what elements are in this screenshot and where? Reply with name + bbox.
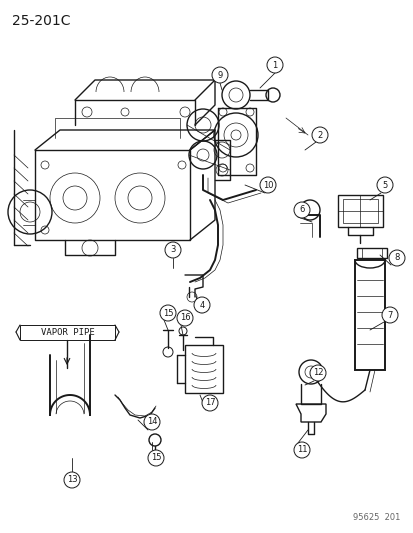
- Circle shape: [259, 177, 275, 193]
- Circle shape: [381, 307, 397, 323]
- Text: 5: 5: [382, 181, 387, 190]
- Text: 10: 10: [262, 181, 273, 190]
- Bar: [356, 248, 386, 258]
- Circle shape: [64, 472, 80, 488]
- Circle shape: [293, 202, 309, 218]
- Circle shape: [311, 127, 327, 143]
- Text: 25-201C: 25-201C: [12, 14, 70, 28]
- Bar: [354, 260, 384, 370]
- Circle shape: [376, 177, 392, 193]
- Text: VAPOR PIPE: VAPOR PIPE: [40, 328, 94, 337]
- Text: 3: 3: [170, 246, 175, 254]
- Text: 12: 12: [312, 368, 323, 377]
- Bar: [20, 325, 115, 340]
- Circle shape: [159, 305, 176, 321]
- Text: 95625  201: 95625 201: [352, 513, 399, 522]
- Circle shape: [202, 395, 218, 411]
- Text: 1: 1: [272, 61, 277, 69]
- Bar: [337, 195, 382, 227]
- Text: 15: 15: [162, 309, 173, 318]
- Circle shape: [309, 365, 325, 381]
- Circle shape: [147, 450, 164, 466]
- Text: 11: 11: [296, 446, 306, 455]
- Text: 7: 7: [387, 311, 392, 319]
- Circle shape: [293, 442, 309, 458]
- Circle shape: [177, 310, 192, 326]
- Circle shape: [388, 250, 404, 266]
- Text: 17: 17: [204, 399, 215, 408]
- Text: 2: 2: [317, 131, 322, 140]
- Text: 6: 6: [299, 206, 304, 214]
- Text: 16: 16: [179, 313, 190, 322]
- Bar: [185, 345, 223, 393]
- Circle shape: [266, 57, 282, 73]
- Circle shape: [165, 242, 180, 258]
- Circle shape: [211, 67, 228, 83]
- Text: 15: 15: [150, 454, 161, 463]
- Text: 13: 13: [66, 475, 77, 484]
- Text: 9: 9: [217, 70, 222, 79]
- Circle shape: [194, 297, 209, 313]
- Text: 8: 8: [393, 254, 399, 262]
- Circle shape: [144, 414, 159, 430]
- Bar: [342, 199, 377, 223]
- Text: 14: 14: [146, 417, 157, 426]
- Text: 4: 4: [199, 301, 204, 310]
